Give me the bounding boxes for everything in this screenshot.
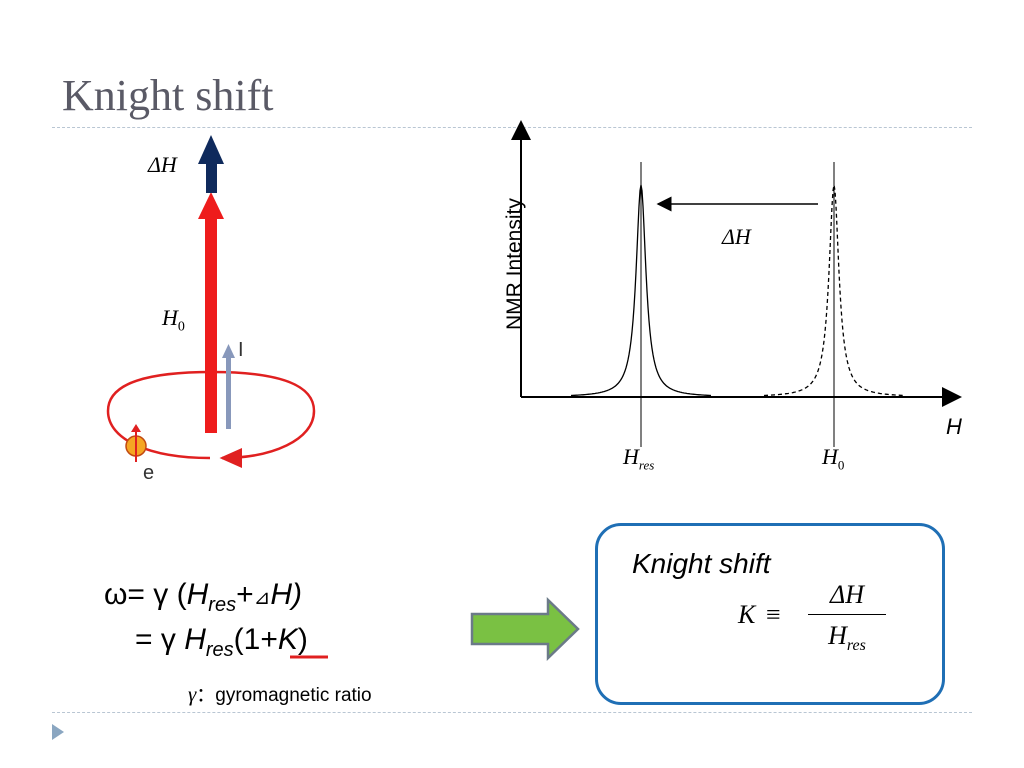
peak-hres <box>570 184 712 397</box>
nav-triangle-icon[interactable] <box>52 724 64 740</box>
peak-h0 <box>763 184 905 397</box>
footer-divider <box>52 712 972 713</box>
fraction: ΔH Hres <box>808 580 886 655</box>
x-axis-label: H <box>946 414 962 439</box>
definition-title: Knight shift <box>632 548 771 579</box>
spin-arrow-head <box>222 344 235 358</box>
slide-title: Knight shift <box>62 71 274 120</box>
equation-line-2: = γ Hres(1+K) <box>135 623 308 661</box>
electron-label: e <box>143 462 155 484</box>
shift-arrow-head <box>198 135 224 164</box>
field-arrow-shaft <box>205 215 217 433</box>
shift-arrow-shaft <box>206 160 217 193</box>
y-axis-label: NMR Intensity <box>503 198 526 330</box>
shift-arrow-label: ΔH <box>722 224 751 249</box>
tick-h0: H0 <box>822 444 845 473</box>
field-arrow-head <box>198 192 224 219</box>
spin-i-label: I <box>238 339 244 361</box>
tick-hres: Hres <box>623 444 655 473</box>
definition-box: Knight shift K ≡ ΔH Hres <box>595 523 945 705</box>
gyromagnetic-note: γ：gyromagnetic ratio <box>188 682 372 706</box>
spin-arrow-shaft <box>226 357 231 429</box>
implies-arrow <box>470 597 580 661</box>
equation-line-1: ω= γ (Hres+⊿H) <box>104 578 303 616</box>
delta-h-label: ΔH <box>148 152 177 177</box>
knight-shift-formula: K ≡ ΔH Hres <box>738 580 886 654</box>
h0-label: H0 <box>162 305 185 335</box>
